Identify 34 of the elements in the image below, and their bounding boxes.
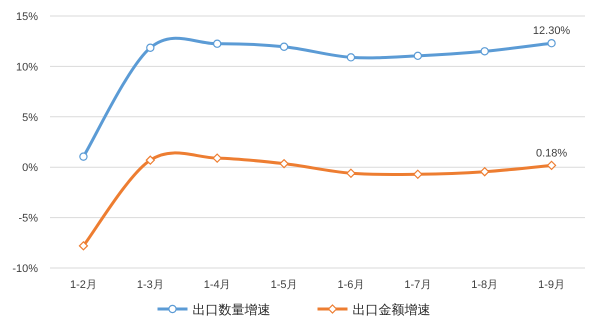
data-label: 0.18%	[536, 147, 568, 160]
point	[547, 39, 556, 48]
x-tick-label: 1-8月	[471, 279, 498, 291]
legend-label: 出口金额增速	[352, 302, 430, 317]
point	[480, 47, 489, 56]
point	[146, 44, 155, 52]
point	[146, 156, 155, 165]
x-tick-label: 1-7月	[404, 279, 432, 291]
x-tick-label: 1-3月	[136, 279, 164, 291]
y-tick-label: 0%	[22, 162, 38, 174]
x-tick-label: 1-4月	[204, 279, 231, 291]
x-tick-label: 1-2月	[70, 279, 97, 291]
point	[346, 168, 356, 178]
y-tick-label: -10%	[12, 263, 38, 275]
point	[79, 152, 88, 161]
point	[78, 241, 88, 250]
y-tick-label: 10%	[16, 61, 38, 74]
point	[480, 167, 490, 176]
x-tick-label: 1-9月	[538, 279, 566, 291]
y-tick-label: 15%	[16, 11, 38, 23]
y-tick-label: -5%	[18, 212, 38, 225]
point	[546, 160, 556, 170]
point	[212, 154, 222, 163]
point	[413, 170, 422, 179]
data-label: 12.30%	[532, 25, 570, 38]
y-tick-label: 5%	[22, 112, 38, 124]
point	[346, 53, 356, 62]
x-tick-label: 1-6月	[337, 279, 364, 291]
point	[414, 52, 422, 60]
point	[212, 40, 222, 48]
legend-label: 出口数量增速	[192, 302, 270, 317]
x-tick-label: 1-5月	[270, 279, 298, 291]
point	[279, 159, 289, 168]
point	[280, 42, 288, 51]
